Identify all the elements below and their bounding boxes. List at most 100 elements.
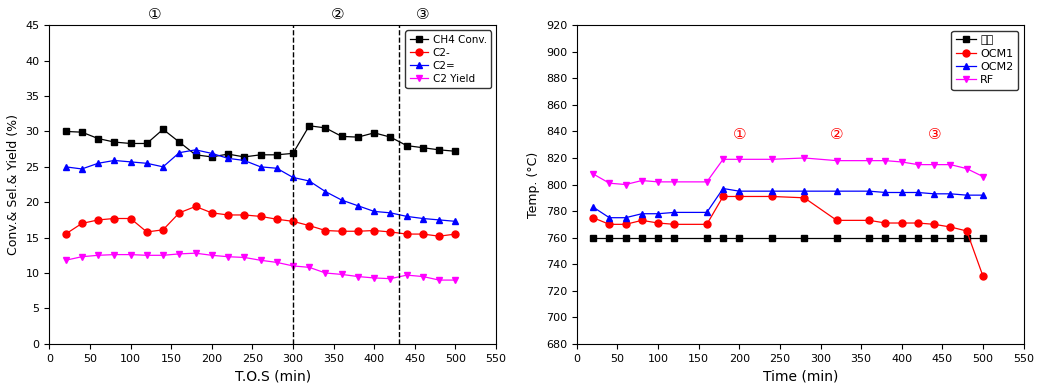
RF bbox=[944, 162, 957, 167]
C2 Yield bbox=[352, 274, 364, 279]
OCM1 bbox=[961, 229, 973, 233]
C2= bbox=[286, 175, 299, 180]
OCM1 bbox=[717, 194, 730, 199]
외부 bbox=[668, 235, 681, 240]
Text: ③: ③ bbox=[928, 127, 941, 142]
OCM1 bbox=[619, 222, 632, 227]
C2 Yield bbox=[449, 278, 461, 282]
CH4 Conv. bbox=[157, 127, 170, 132]
C2- bbox=[76, 221, 88, 226]
C2= bbox=[76, 167, 88, 171]
RF bbox=[961, 166, 973, 171]
C2= bbox=[449, 219, 461, 224]
C2= bbox=[352, 204, 364, 208]
Text: ①: ① bbox=[733, 127, 746, 142]
OCM1 bbox=[603, 222, 615, 227]
RF bbox=[976, 174, 989, 179]
CH4 Conv. bbox=[303, 124, 315, 128]
OCM1 bbox=[976, 274, 989, 278]
OCM1 bbox=[798, 195, 811, 200]
C2= bbox=[401, 214, 413, 219]
C2- bbox=[173, 211, 185, 215]
OCM2 bbox=[944, 191, 957, 196]
C2 Yield bbox=[367, 276, 380, 280]
C2 Yield bbox=[286, 264, 299, 268]
C2= bbox=[320, 189, 332, 194]
C2- bbox=[433, 234, 446, 239]
C2 Yield bbox=[108, 252, 121, 257]
OCM2 bbox=[733, 189, 745, 193]
CH4 Conv. bbox=[416, 145, 429, 150]
RF bbox=[652, 179, 664, 184]
OCM2 bbox=[863, 189, 875, 193]
RF bbox=[717, 157, 730, 162]
C2- bbox=[352, 229, 364, 234]
OCM2 bbox=[880, 190, 892, 195]
CH4 Conv. bbox=[92, 136, 104, 141]
Line: OCM2: OCM2 bbox=[589, 185, 987, 221]
C2- bbox=[335, 229, 348, 234]
C2- bbox=[141, 230, 153, 234]
OCM2 bbox=[765, 189, 778, 193]
Line: CH4 Conv.: CH4 Conv. bbox=[62, 123, 458, 160]
외부 bbox=[717, 235, 730, 240]
C2 Yield bbox=[433, 278, 446, 282]
C2= bbox=[205, 151, 218, 156]
RF bbox=[912, 162, 924, 167]
OCM2 bbox=[895, 190, 908, 195]
C2= bbox=[141, 161, 153, 166]
C2- bbox=[124, 216, 136, 221]
외부 bbox=[701, 235, 713, 240]
C2- bbox=[367, 228, 380, 233]
OCM2 bbox=[912, 190, 924, 195]
OCM2 bbox=[976, 193, 989, 197]
Line: RF: RF bbox=[589, 154, 987, 188]
C2 Yield bbox=[76, 254, 88, 259]
C2- bbox=[205, 211, 218, 215]
C2- bbox=[416, 232, 429, 236]
C2 Yield bbox=[92, 253, 104, 258]
외부 bbox=[765, 235, 778, 240]
OCM2 bbox=[619, 215, 632, 220]
C2= bbox=[173, 150, 185, 155]
OCM2 bbox=[798, 189, 811, 193]
OCM2 bbox=[928, 191, 940, 196]
외부 bbox=[928, 235, 940, 240]
C2= bbox=[384, 211, 397, 215]
RF bbox=[636, 178, 649, 183]
OCM1 bbox=[587, 215, 600, 220]
OCM1 bbox=[880, 221, 892, 225]
CH4 Conv. bbox=[320, 126, 332, 130]
Text: ②: ② bbox=[830, 127, 843, 142]
CH4 Conv. bbox=[449, 149, 461, 154]
RF bbox=[619, 182, 632, 187]
CH4 Conv. bbox=[173, 140, 185, 144]
C2 Yield bbox=[238, 255, 251, 260]
OCM2 bbox=[961, 193, 973, 197]
CH4 Conv. bbox=[205, 154, 218, 159]
RF bbox=[765, 157, 778, 162]
OCM1 bbox=[895, 221, 908, 225]
외부 bbox=[798, 235, 811, 240]
OCM1 bbox=[652, 221, 664, 225]
C2- bbox=[238, 213, 251, 217]
외부 bbox=[944, 235, 957, 240]
OCM1 bbox=[765, 194, 778, 199]
C2 Yield bbox=[303, 265, 315, 269]
C2- bbox=[222, 213, 234, 217]
C2 Yield bbox=[141, 253, 153, 258]
CH4 Conv. bbox=[189, 152, 202, 157]
외부 bbox=[895, 235, 908, 240]
OCM2 bbox=[717, 186, 730, 191]
RF bbox=[603, 181, 615, 186]
RF bbox=[863, 158, 875, 163]
C2- bbox=[254, 214, 266, 219]
C2- bbox=[59, 232, 72, 236]
OCM1 bbox=[733, 194, 745, 199]
CH4 Conv. bbox=[352, 135, 364, 140]
RF bbox=[798, 156, 811, 160]
C2- bbox=[271, 217, 283, 222]
C2 Yield bbox=[157, 253, 170, 258]
외부 bbox=[831, 235, 843, 240]
OCM1 bbox=[928, 222, 940, 227]
